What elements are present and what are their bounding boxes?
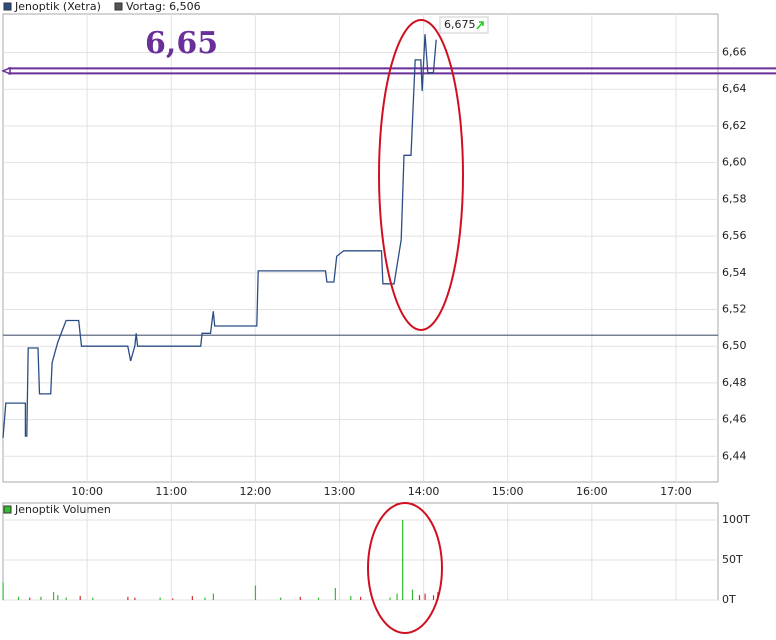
volume-bar	[204, 597, 206, 600]
price-frame	[2, 13, 719, 483]
volume-bar	[350, 596, 352, 600]
y-tick-label: 6,44	[722, 449, 747, 462]
last-price-arrow	[476, 21, 484, 30]
legend-swatch	[3, 505, 12, 514]
legend-label: Jenoptik (Xetra)	[14, 0, 101, 13]
x-tick-label: 14:00	[408, 485, 440, 498]
volume-bar	[212, 593, 214, 600]
volume-bar	[92, 597, 94, 600]
volume-bar	[52, 592, 55, 600]
x-tick-label: 15:00	[492, 485, 524, 498]
volume-bar	[134, 597, 136, 600]
volume-bar	[65, 597, 67, 600]
volume-bar	[396, 593, 398, 600]
volume-bar	[334, 588, 336, 600]
y-tick-label: 6,54	[722, 266, 747, 279]
y-tick-label: 0T	[722, 593, 736, 606]
volume-bar	[389, 597, 391, 600]
volume-bar	[424, 593, 426, 600]
volume-bar	[432, 595, 435, 600]
volume-bar	[418, 595, 421, 600]
highlight-ellipse	[378, 19, 464, 331]
volume-bar	[191, 596, 193, 600]
y-tick-label: 50T	[722, 553, 743, 566]
y-tick-label: 6,56	[722, 229, 747, 242]
y-tick-label: 6,60	[722, 156, 747, 169]
legend-label: Jenoptik Volumen	[14, 503, 111, 516]
last-price-box	[439, 16, 489, 34]
volume-bar	[79, 596, 81, 600]
y-tick-label: 6,48	[722, 376, 747, 389]
y-tick-label: 6,64	[722, 82, 747, 95]
volume-bar	[172, 598, 174, 600]
highlight-ellipse	[367, 502, 443, 634]
volume-bar	[17, 596, 20, 600]
x-tick-label: 16:00	[576, 485, 608, 498]
volume-bar	[254, 585, 257, 600]
legend-swatch	[114, 2, 123, 11]
y-tick-label: 6,58	[722, 192, 747, 205]
volume-bar	[29, 597, 31, 600]
x-tick-label: 11:00	[155, 485, 187, 498]
x-tick-label: 12:00	[240, 485, 272, 498]
volume-bar	[57, 595, 59, 600]
volume-bar	[411, 589, 414, 600]
price-line	[2, 34, 437, 439]
last-price-label: 6,675	[444, 18, 476, 31]
y-tick-label: 6,50	[722, 339, 747, 352]
volume-bar	[127, 596, 129, 600]
volume-bar	[159, 597, 161, 600]
volume-bar	[317, 597, 320, 600]
volume-bar	[360, 596, 362, 600]
volume-bar	[280, 597, 282, 600]
annotation-arrow	[1, 66, 11, 76]
volume-bar	[2, 582, 4, 600]
volume-bar	[40, 596, 42, 600]
y-tick-label: 6,62	[722, 119, 747, 132]
legend-label: Vortag: 6,506	[126, 0, 201, 13]
x-tick-label: 17:00	[660, 485, 692, 498]
y-tick-label: 6,66	[722, 46, 747, 59]
y-tick-label: 6,46	[722, 413, 747, 426]
volume-bar	[402, 520, 404, 600]
y-tick-label: 100T	[722, 513, 750, 526]
volume-bar	[299, 596, 301, 600]
legend-swatch	[3, 2, 12, 11]
x-tick-label: 10:00	[71, 485, 103, 498]
annotation-label: 6,65	[145, 26, 218, 61]
x-tick-label: 13:00	[324, 485, 356, 498]
y-tick-label: 6,52	[722, 302, 747, 315]
